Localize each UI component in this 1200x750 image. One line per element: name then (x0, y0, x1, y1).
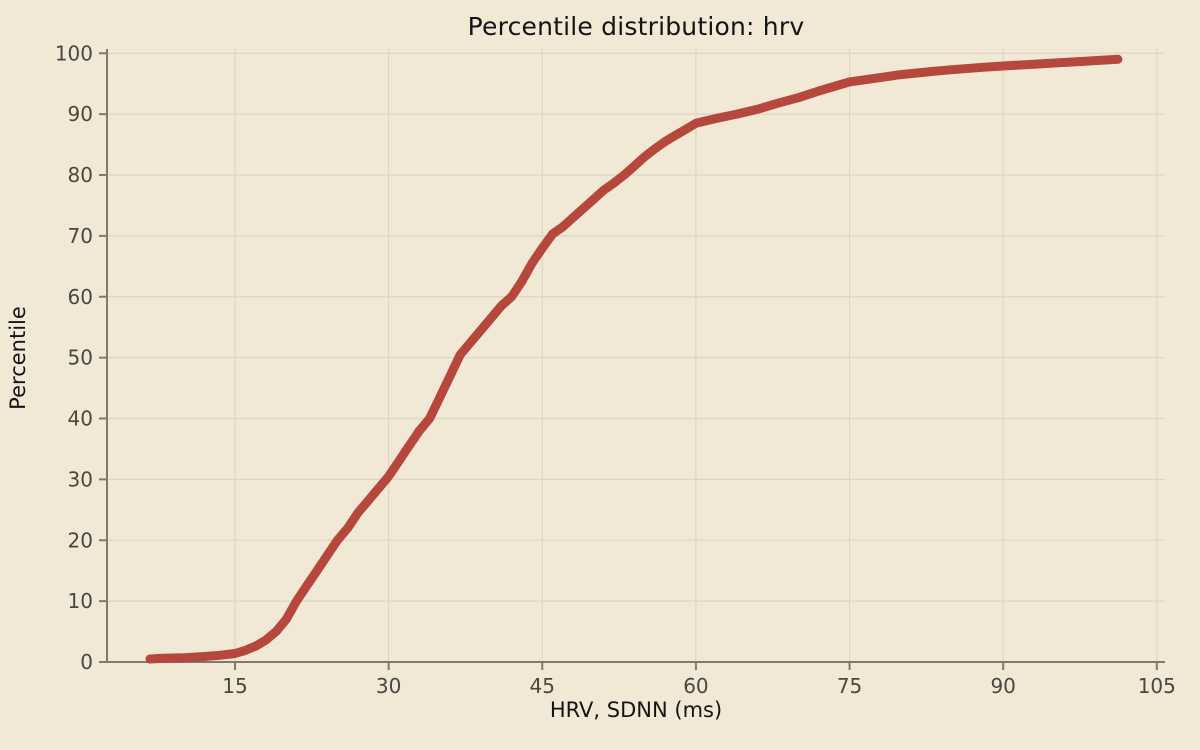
tick-marks (99, 52, 1158, 670)
chart-title: Percentile distribution: hrv (467, 12, 805, 41)
tick-label: 70 (68, 224, 93, 248)
tick-label: 40 (68, 407, 93, 431)
tick-label: 15 (222, 674, 247, 698)
tick-label: 75 (837, 674, 862, 698)
hrv-percentile-curve (145, 54, 1123, 664)
gridlines (107, 49, 1165, 662)
tick-label: 90 (68, 102, 93, 126)
tick-label: 50 (68, 346, 93, 370)
axis-spines (106, 49, 1165, 663)
tick-label: 60 (683, 674, 708, 698)
x-axis-label: HRV, SDNN (ms) (549, 698, 723, 722)
tick-label: 30 (68, 467, 93, 491)
tick-label: 45 (530, 674, 555, 698)
tick-label: 30 (376, 674, 401, 698)
tick-label: 105 (1138, 674, 1176, 698)
tick-label: 80 (68, 163, 93, 187)
tick-label: 20 (68, 528, 93, 552)
tick-label: 10 (68, 589, 93, 613)
tick-label: 100 (55, 41, 93, 65)
tick-label: 90 (990, 674, 1015, 698)
tick-labels: 15 30 45 60 75 90 105 0 10 20 30 40 50 60 70 80 90 100 (55, 41, 1176, 698)
tick-label: 0 (80, 650, 93, 674)
tick-label: 60 (68, 285, 93, 309)
